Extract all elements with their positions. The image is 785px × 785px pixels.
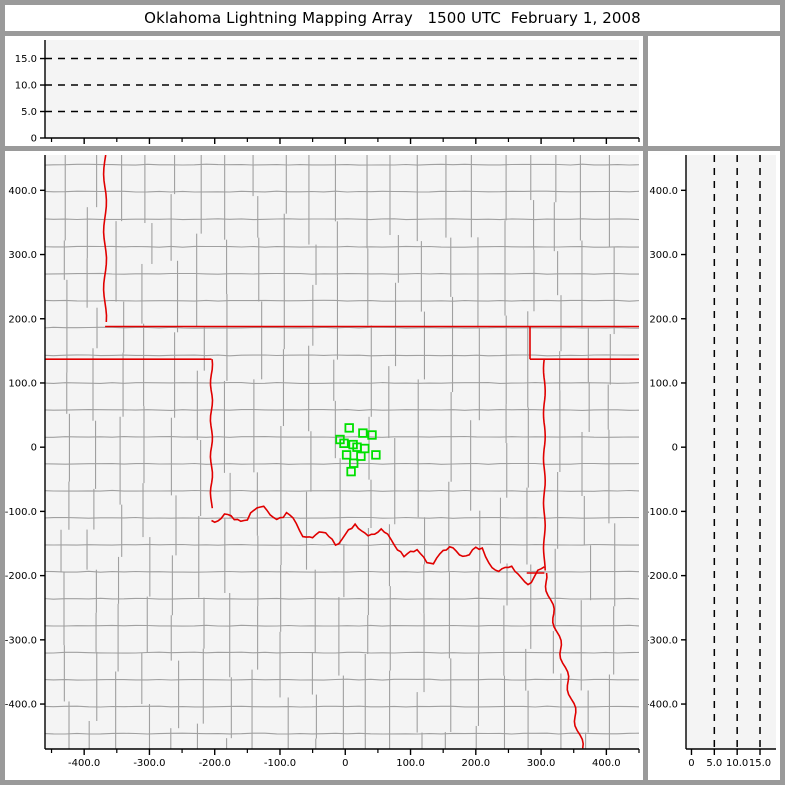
axis-tick-label: -400.0: [5, 700, 37, 711]
axis-tick-label: 200.0: [461, 758, 490, 769]
county-line: [45, 543, 639, 546]
axis-tick-label: 100.0: [8, 378, 37, 389]
lma-source-marker[interactable]: [356, 451, 366, 461]
axis-tick-label: -300.0: [133, 758, 165, 769]
time-height-panel: 05.010.015.0-400.0-300.0-200.0-100.00100…: [5, 36, 643, 146]
axis-tick-label: -300.0: [648, 635, 678, 646]
border-red-river: [211, 505, 545, 586]
axis-tick-label: 400.0: [649, 186, 678, 197]
axis-tick-label: 300.0: [527, 758, 556, 769]
county-line: [45, 299, 639, 302]
county-line: [45, 435, 639, 438]
county-line: [45, 326, 639, 329]
plot-background: [686, 155, 776, 749]
axis-tick-label: 10.0: [726, 758, 748, 769]
county-line: [45, 597, 639, 600]
time-height-plot: 05.010.015.0-400.0-300.0-200.0-100.00100…: [15, 40, 640, 145]
height-east-plot: 400.0 300.0 200.0 100.0 0 -100.0 -200.0 -300.0 -…: [648, 155, 776, 769]
axis-tick-label: -200.0: [648, 571, 678, 582]
lma-source-marker[interactable]: [339, 438, 349, 448]
axis-tick-label: 200.0: [8, 314, 37, 325]
page-title: Oklahoma Lightning Mapping Array 1500 UT…: [144, 9, 641, 27]
county-boundaries: [45, 155, 639, 749]
axis-tick-label: 15.0: [749, 758, 771, 769]
axis-tick-label: 0: [688, 758, 694, 769]
height-east-panel: 400.0 300.0 200.0 100.0 0 -100.0 -200.0 -300.0 -…: [648, 151, 780, 780]
axis-tick-label: 5.0: [706, 758, 722, 769]
lma-source-marker[interactable]: [346, 466, 356, 477]
lma-source-marker[interactable]: [358, 428, 368, 438]
county-line: [45, 489, 639, 492]
axis-tick-label: 300.0: [8, 250, 37, 261]
axis-tick-label: -200.0: [5, 571, 37, 582]
county-line: [45, 408, 639, 411]
axis-tick-label: 400.0: [592, 758, 621, 769]
plan-view-map-plot[interactable]: 400.0 300.0 200.0 100.0 0 -100.0 -200.0 -300.0 -…: [5, 151, 643, 780]
county-line: [45, 651, 639, 654]
axis-tick-label: 0: [31, 134, 37, 145]
axis-tick-label: -400.0: [68, 758, 100, 769]
axis-tick-label: -400.0: [648, 700, 678, 711]
county-line: [45, 382, 639, 384]
county-line: [45, 354, 639, 357]
county-line: [45, 218, 639, 221]
county-line: [45, 190, 639, 193]
county-line: [45, 732, 639, 735]
lma-source-marker[interactable]: [371, 450, 381, 460]
border-tx-ar: [544, 572, 585, 749]
axis-tick-label: -100.0: [5, 507, 37, 518]
axis-tick-label: -100.0: [648, 507, 678, 518]
lma-source-markers[interactable]: [335, 423, 381, 477]
county-line: [45, 570, 639, 573]
plot-background: [45, 40, 639, 138]
axis-tick-label: 400.0: [8, 186, 37, 197]
axis-tick-label: 10.0: [15, 81, 37, 92]
title-bar: Oklahoma Lightning Mapping Array 1500 UT…: [5, 5, 780, 31]
plan-view-map-panel[interactable]: 400.0 300.0 200.0 100.0 0 -100.0 -200.0 -300.0 -…: [5, 151, 643, 780]
axis-tick-label: -300.0: [5, 635, 37, 646]
axis-tick-label: 100.0: [396, 758, 425, 769]
county-line: [45, 705, 639, 708]
axis-tick-label: 5.0: [21, 107, 37, 118]
axis-tick-label: 300.0: [649, 250, 678, 261]
lma-source-marker[interactable]: [341, 450, 352, 460]
axis-tick-label: -200.0: [199, 758, 231, 769]
county-line: [45, 516, 639, 519]
map-geometry: [45, 155, 639, 749]
lma-source-marker[interactable]: [344, 423, 354, 433]
axis-tick-label: 15.0: [15, 54, 37, 65]
axis-tick-label: 100.0: [649, 378, 678, 389]
county-line: [45, 624, 639, 627]
lma-source-marker[interactable]: [367, 430, 377, 440]
border-tx-ok-west: [209, 359, 214, 509]
county-line: [45, 245, 639, 248]
county-line: [45, 462, 639, 465]
border-nm-tx-west: [102, 155, 108, 323]
county-line: [45, 163, 639, 166]
axis-tick-label: 0: [672, 443, 678, 454]
axis-tick-label: -100.0: [264, 758, 296, 769]
blank-panel: [648, 36, 780, 146]
county-line: [45, 272, 639, 275]
axis-tick-label: 200.0: [649, 314, 678, 325]
axis-tick-label: 0: [31, 443, 37, 454]
axis-tick-label: 0: [342, 758, 348, 769]
state-borders: [45, 155, 639, 749]
border-ok-ar: [542, 359, 547, 571]
